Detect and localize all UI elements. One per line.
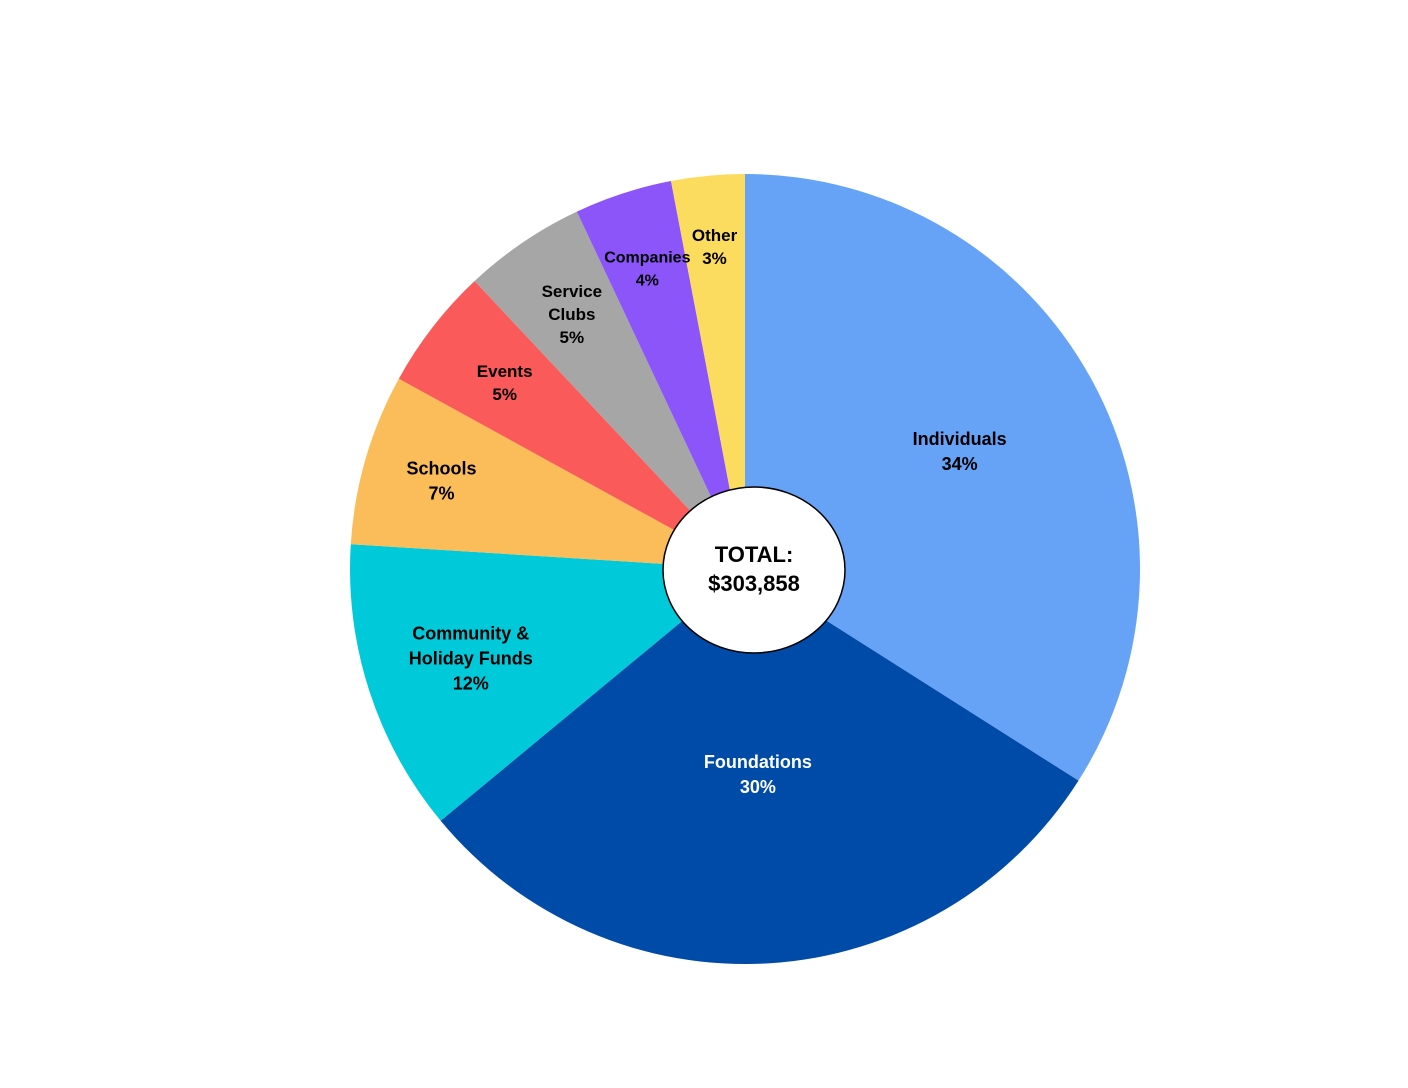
slice-name-label: Foundations [704,752,812,772]
slice-name-label: Clubs [548,305,595,324]
center-total-label: TOTAL: [715,542,794,567]
pie-slice-foundations [440,569,1079,964]
slice-percent-label: 7% [429,484,455,504]
center-total-value: $303,858 [708,571,800,596]
slice-label-schools: Schools 7% [407,459,477,504]
slice-label-events: Events 5% [477,362,533,404]
center-hole [662,486,846,654]
slice-label-foundations: Foundations 30% [704,752,812,797]
pie-slice-events [398,281,745,569]
pie-slice-individuals [745,174,1141,781]
slice-name-label: Holiday Funds [409,648,533,668]
pie-slice-companies [576,180,745,570]
slice-percent-label: 5% [492,385,517,404]
slice-name-label: Schools [407,459,477,479]
slice-name-label: Events [477,362,533,381]
center-total: TOTAL: $303,858 [662,486,846,654]
pie-slice-schools [350,378,745,569]
slice-name-label: Service [542,282,603,301]
labels-layer: Individuals 34% Foundations 30% Community & H… [407,226,1007,797]
pie-slice-other [670,174,745,569]
slice-label-other: Other 3% [692,226,738,268]
slice-label-service-clubs: Service Clubs 5% [542,282,603,347]
slice-label-companies: Companies 4% [604,250,690,290]
slice-name-label: Individuals [913,429,1007,449]
slice-label-community-holiday-funds: Community & Holiday Funds 12% [409,623,533,693]
slice-percent-label: 4% [636,273,659,290]
slice-percent-label: 3% [702,249,727,268]
slice-percent-label: 30% [740,777,776,797]
pie-slice-community-holiday-funds [350,544,745,821]
pie-slice-service-clubs [474,211,745,569]
slice-name-label: Other [692,226,738,245]
slice-name-label: Community & [412,623,529,643]
slice-percent-label: 12% [453,673,489,693]
slice-percent-label: 5% [560,328,585,347]
slice-label-individuals: Individuals 34% [913,429,1007,474]
slices-layer [350,174,1141,964]
slice-percent-label: 34% [942,454,978,474]
slice-name-label: Companies [604,250,690,267]
